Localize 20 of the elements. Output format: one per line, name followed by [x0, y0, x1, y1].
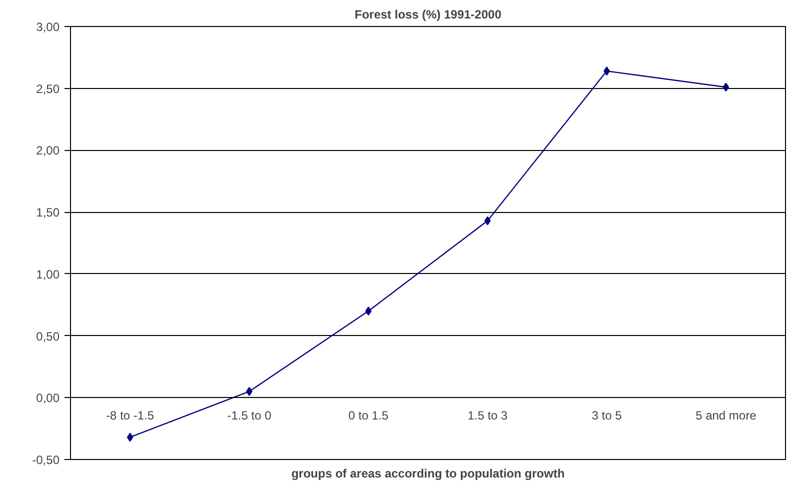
- chart-title: Forest loss (%) 1991-2000: [354, 8, 502, 22]
- x-tick-label: -8 to -1.5: [106, 408, 154, 423]
- y-tick-label: 2,00: [36, 144, 60, 158]
- y-tick-label: 0,00: [36, 391, 60, 406]
- y-tick-label: 2,50: [36, 82, 60, 96]
- x-tick-label: 5 and more: [696, 408, 757, 423]
- x-tick-label: 3 to 5: [592, 408, 622, 423]
- y-tick-label: 1,50: [36, 206, 60, 220]
- point: [365, 306, 372, 316]
- x-tick-label: -1.5 to 0: [227, 408, 272, 423]
- y-tick-label: 3,00: [36, 20, 60, 34]
- y-tick-label: 0,50: [36, 329, 60, 344]
- point: [126, 432, 134, 442]
- y-tick-label: -0,50: [32, 453, 60, 467]
- x-tick-label: 1.5 to 3: [468, 408, 508, 423]
- point: [484, 216, 491, 226]
- x-axis-title: groups of areas according to population growth: [291, 466, 565, 480]
- point: [722, 82, 730, 92]
- x-tick-label: 0 to 1.5: [348, 408, 389, 423]
- y-tick-label: 1,00: [36, 267, 60, 282]
